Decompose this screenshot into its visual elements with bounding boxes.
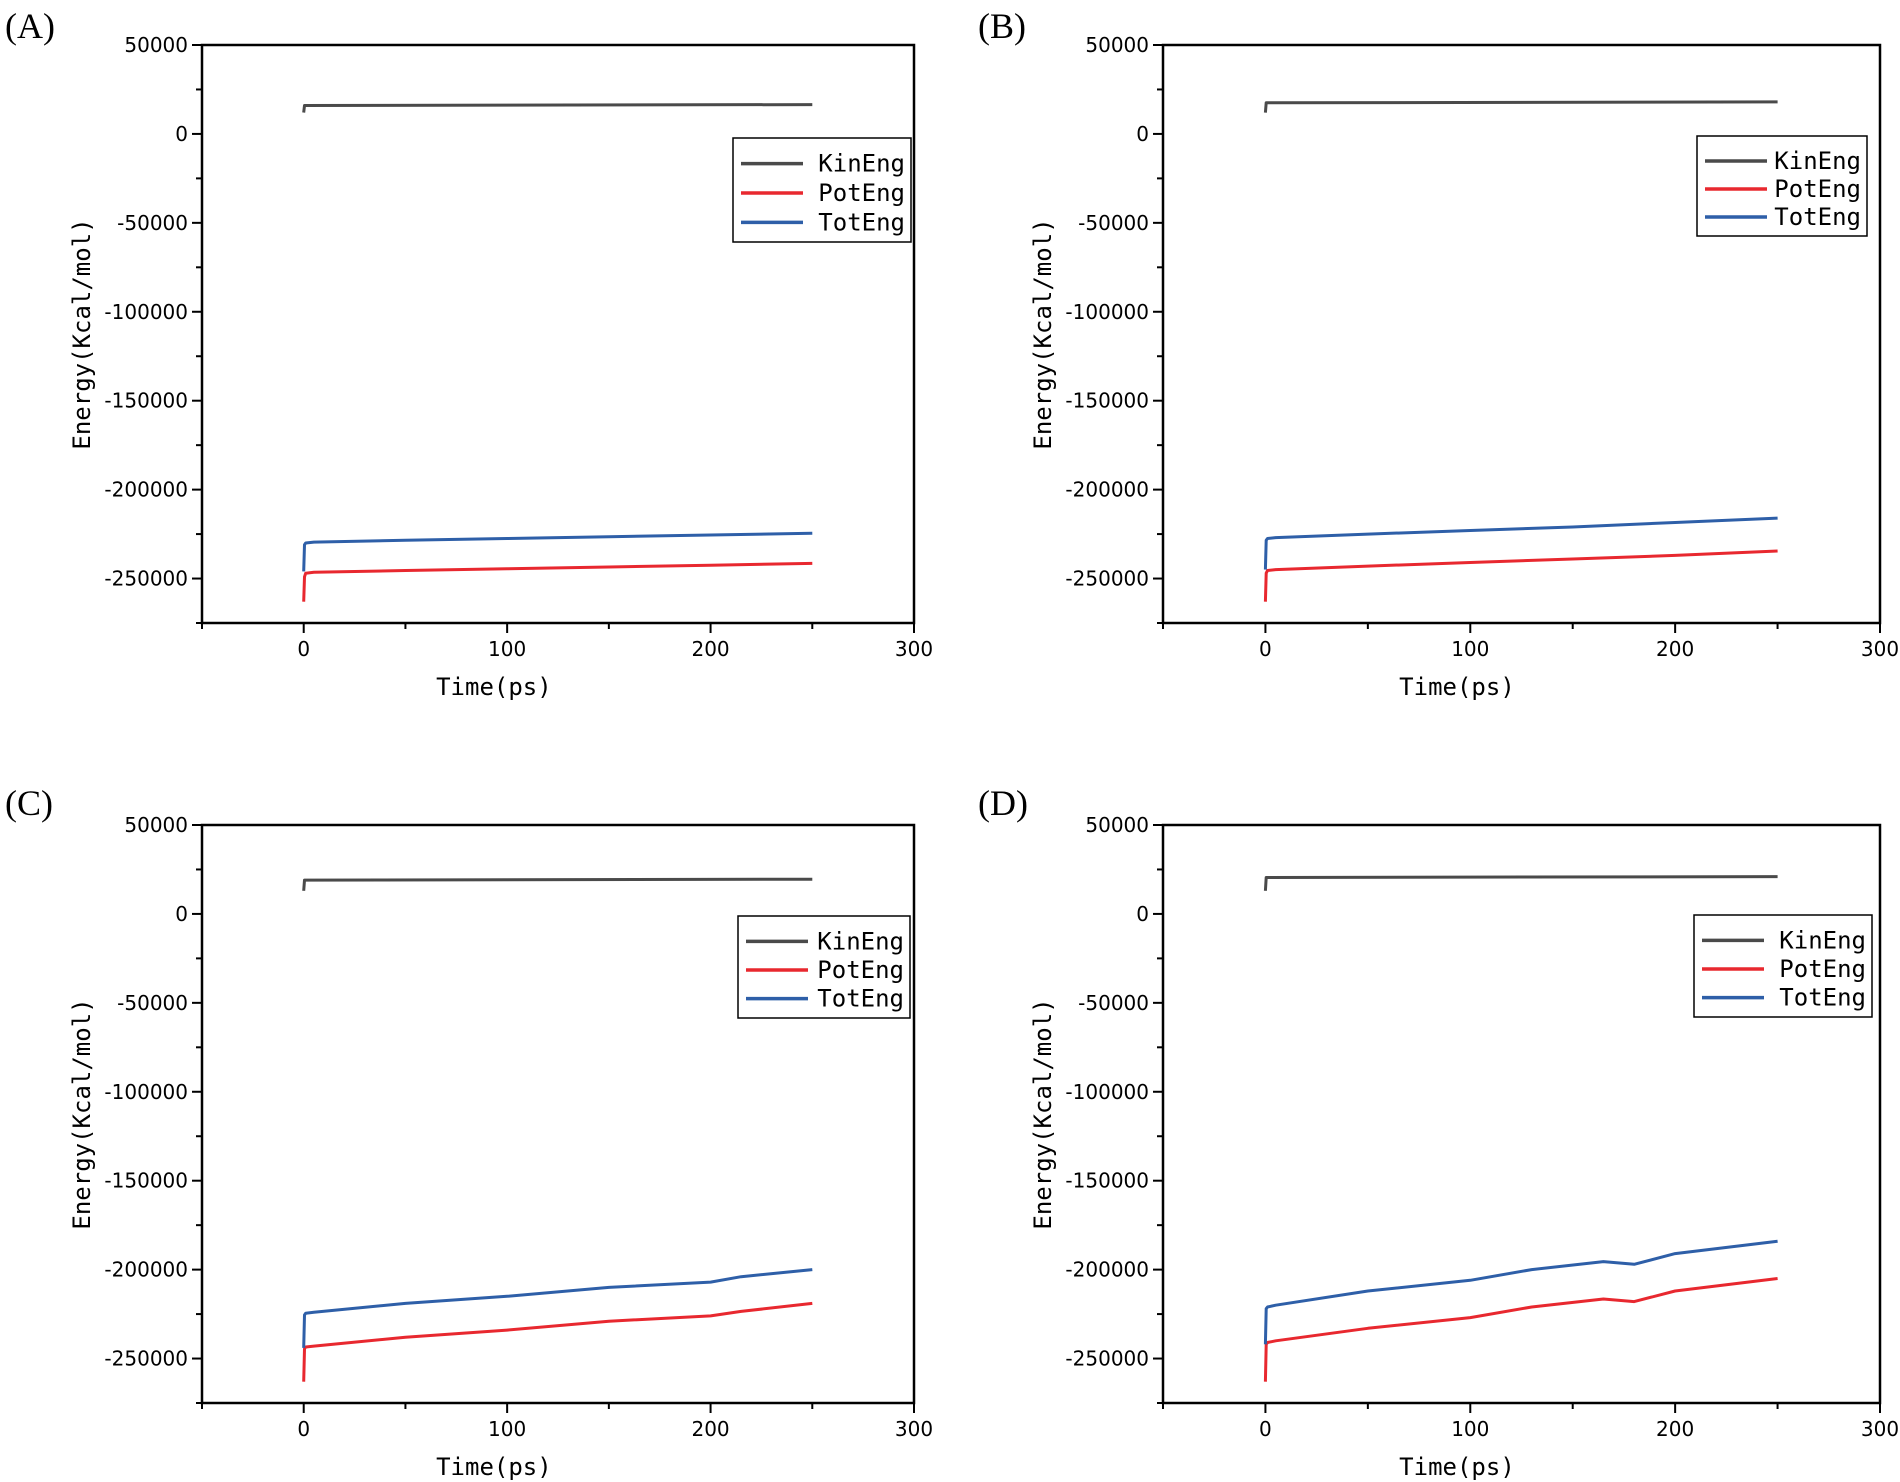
- series-line-kineng: [1263, 100, 1778, 113]
- plot-frame: [200, 43, 916, 625]
- legend-label-poteng: PotEng: [817, 956, 904, 984]
- x-tick-label: 200: [691, 1417, 729, 1441]
- panel-label: (B): [978, 6, 1026, 46]
- x-tick-label: 300: [1861, 637, 1899, 661]
- legend-box: [732, 137, 912, 243]
- series-line-poteng: [302, 561, 813, 602]
- plot-frame: [200, 823, 916, 1405]
- y-tick-label: -100000: [104, 1080, 188, 1104]
- y-tick-label: -50000: [1078, 211, 1149, 235]
- legend-label-kineng: KinEng: [1779, 926, 1866, 954]
- legend-label-kineng: KinEng: [1774, 147, 1861, 175]
- y-tick-label: -100000: [1065, 1080, 1149, 1104]
- x-tick-label: 100: [1451, 1417, 1489, 1441]
- legend-label-toteng: TotEng: [1779, 984, 1866, 1012]
- x-tick-label: 0: [1259, 637, 1272, 661]
- plot-frame: [1161, 43, 1882, 625]
- series-line-poteng: [1263, 549, 1778, 602]
- legend-label-toteng: TotEng: [817, 985, 904, 1013]
- y-tick-label: -50000: [117, 211, 188, 235]
- series-line-kineng: [1263, 875, 1778, 891]
- y-tick-label: -150000: [1065, 389, 1149, 413]
- x-tick-label: 0: [1259, 1417, 1272, 1441]
- y-tick-label: -250000: [1065, 567, 1149, 591]
- legend-label-toteng: TotEng: [1774, 203, 1861, 231]
- y-tick-label: -150000: [1065, 1169, 1149, 1193]
- y-axis-title: Energy(Kcal/mol): [1029, 998, 1057, 1229]
- y-tick-label: -200000: [1065, 1258, 1149, 1282]
- chart-panel-2: (C) 50000 0 -50000 -100000 -150000 -200000 -250…: [5, 783, 933, 1481]
- y-tick-label: 0: [175, 122, 188, 146]
- x-tick-label: 100: [1451, 637, 1489, 661]
- y-axis-title: Energy(Kcal/mol): [1029, 218, 1057, 449]
- x-tick-label: 300: [895, 1417, 933, 1441]
- y-tick-label: 50000: [1085, 813, 1149, 837]
- series-line-toteng: [302, 531, 813, 572]
- series-line-kineng: [302, 103, 813, 113]
- x-tick-label: 0: [297, 637, 310, 661]
- y-tick-label: 0: [175, 902, 188, 926]
- y-tick-label: -250000: [104, 567, 188, 591]
- y-tick-label: -200000: [1065, 478, 1149, 502]
- x-tick-label: 200: [1656, 637, 1694, 661]
- chart-panel-3: (D) 50000 0 -50000 -100000 -150000 -200000 -250…: [978, 783, 1899, 1481]
- y-tick-label: -250000: [1065, 1347, 1149, 1371]
- legend-label-toteng: TotEng: [818, 208, 905, 236]
- legend-label-poteng: PotEng: [818, 179, 905, 207]
- series-line-kineng: [302, 877, 813, 891]
- legend-box: [1696, 135, 1868, 237]
- y-tick-label: 50000: [1085, 33, 1149, 57]
- panel-label: (D): [978, 783, 1028, 823]
- panel-label: (A): [5, 6, 55, 46]
- y-tick-label: 0: [1136, 902, 1149, 926]
- x-tick-label: 300: [895, 637, 933, 661]
- x-tick-label: 200: [691, 637, 729, 661]
- legend-label-kineng: KinEng: [818, 150, 905, 178]
- x-axis-title: Time(ps): [436, 1453, 552, 1481]
- series-line-poteng: [302, 1301, 813, 1382]
- legend-label-poteng: PotEng: [1774, 175, 1861, 203]
- y-tick-label: -50000: [1078, 991, 1149, 1015]
- panel-label: (C): [5, 783, 53, 823]
- y-tick-label: -50000: [117, 991, 188, 1015]
- y-tick-label: -100000: [104, 300, 188, 324]
- series-line-toteng: [1263, 516, 1778, 570]
- y-axis-title: Energy(Kcal/mol): [68, 998, 96, 1229]
- y-tick-label: 50000: [124, 813, 188, 837]
- x-tick-label: 100: [488, 1417, 526, 1441]
- y-tick-label: -200000: [104, 1258, 188, 1282]
- x-tick-label: 0: [297, 1417, 310, 1441]
- y-tick-label: 0: [1136, 122, 1149, 146]
- x-axis-title: Time(ps): [436, 673, 552, 701]
- y-tick-label: -250000: [104, 1347, 188, 1371]
- x-axis-title: Time(ps): [1399, 673, 1515, 701]
- y-axis-title: Energy(Kcal/mol): [68, 218, 96, 449]
- x-tick-label: 300: [1861, 1417, 1899, 1441]
- legend-label-poteng: PotEng: [1779, 955, 1866, 983]
- chart-panel-1: (B) 50000 0 -50000 -100000 -150000 -200000 -250…: [978, 6, 1899, 701]
- x-tick-label: 200: [1656, 1417, 1694, 1441]
- y-tick-label: -200000: [104, 478, 188, 502]
- series-line-toteng: [1263, 1239, 1778, 1345]
- chart-panel-0: (A) 50000 0 -50000 -100000 -150000 -200000 -250…: [5, 6, 933, 701]
- x-tick-label: 100: [488, 637, 526, 661]
- y-tick-label: -100000: [1065, 300, 1149, 324]
- series-line-poteng: [1263, 1277, 1778, 1382]
- y-tick-label: -150000: [104, 1169, 188, 1193]
- series-line-toteng: [302, 1268, 813, 1348]
- y-tick-label: -150000: [104, 389, 188, 413]
- x-axis-title: Time(ps): [1399, 1453, 1515, 1481]
- legend-box: [737, 915, 911, 1019]
- plot-frame: [1161, 823, 1882, 1405]
- legend-label-kineng: KinEng: [817, 927, 904, 955]
- legend-box: [1693, 914, 1873, 1018]
- y-tick-label: 50000: [124, 33, 188, 57]
